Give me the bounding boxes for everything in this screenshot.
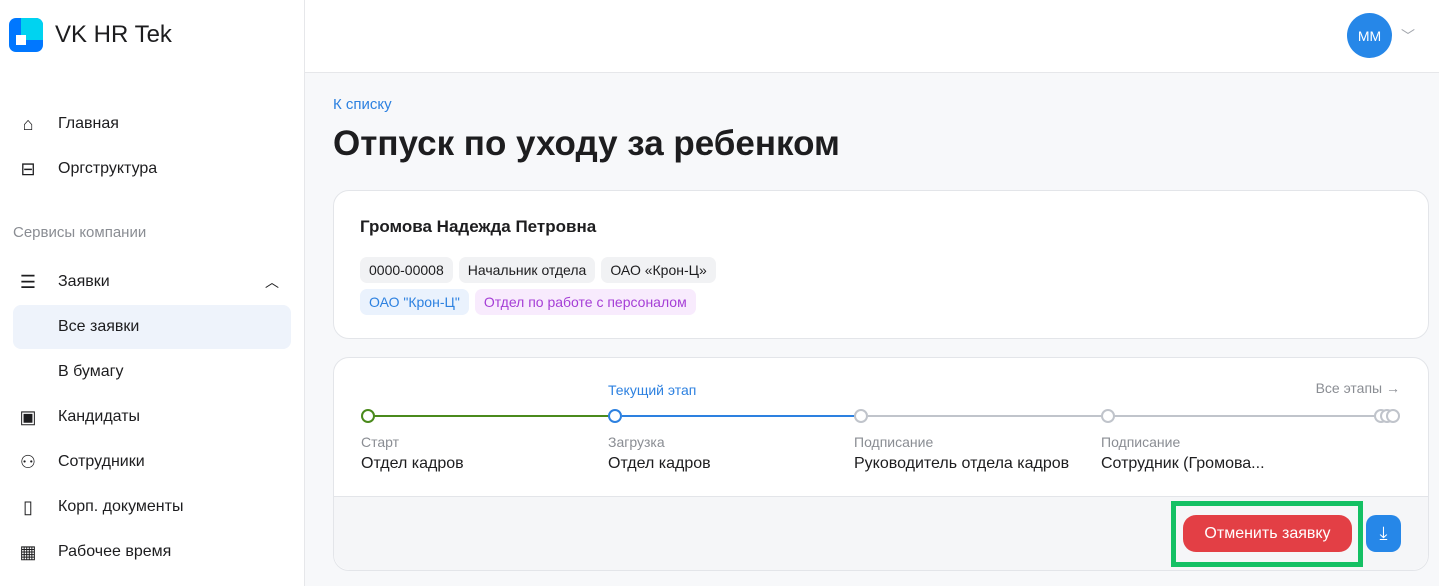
current-stage-label: Текущий этап bbox=[608, 382, 697, 398]
sidebar-item-documents[interactable]: ▯ Корп. документы bbox=[13, 485, 291, 529]
progress-line-done bbox=[374, 415, 614, 417]
app-name: VK HR Tek bbox=[55, 21, 172, 48]
topbar: ММ ﹀ bbox=[305, 0, 1439, 73]
calendar-icon: ▦ bbox=[19, 541, 37, 562]
document-icon: ▯ bbox=[23, 496, 33, 517]
download-button[interactable]: ⤓ bbox=[1366, 515, 1401, 552]
stage-dot-current bbox=[608, 409, 622, 423]
highlight-box bbox=[1171, 501, 1363, 567]
stages-card: Текущий этап Все этапы → Старт Отдел кадр… bbox=[333, 357, 1429, 571]
label: Главная bbox=[58, 115, 119, 132]
sidebar-item-employees[interactable]: ⚇ Сотрудники bbox=[13, 440, 291, 484]
stage-kind: Загрузка bbox=[608, 434, 665, 450]
stage-dot-done bbox=[361, 409, 375, 423]
cancel-request-button[interactable]: Отменить заявку bbox=[1183, 515, 1352, 552]
avatar[interactable]: ММ bbox=[1347, 13, 1392, 58]
stage-dot bbox=[1101, 409, 1115, 423]
sidebar-item-home[interactable]: ⌂ Главная bbox=[13, 102, 291, 146]
label: Оргструктура bbox=[58, 160, 158, 177]
label: В бумагу bbox=[58, 363, 124, 380]
label: Рабочее время bbox=[58, 543, 172, 560]
stage-assignee: Сотрудник (Громова... bbox=[1101, 455, 1265, 472]
briefcase-icon: ⊟ bbox=[20, 158, 36, 179]
stage-kind: Подписание bbox=[1101, 434, 1181, 450]
chevron-down-icon[interactable]: ﹀ bbox=[1401, 28, 1415, 44]
page-title: Отпуск по уходу за ребенком bbox=[333, 124, 840, 163]
label: Все заявки bbox=[58, 318, 140, 335]
home-icon: ⌂ bbox=[22, 113, 34, 134]
logo-icon bbox=[9, 18, 43, 52]
label: Корп. документы bbox=[58, 498, 184, 515]
stage-kind: Старт bbox=[361, 434, 400, 450]
employee-name: Громова Надежда Петровна bbox=[360, 217, 597, 236]
tag-department[interactable]: Отдел по работе с персоналом bbox=[474, 289, 696, 315]
stage-assignee: Отдел кадров bbox=[608, 455, 711, 472]
stage-dot bbox=[854, 409, 868, 423]
progress-line-current bbox=[622, 415, 862, 417]
label: Сотрудники bbox=[58, 453, 145, 470]
label: Заявки bbox=[58, 273, 110, 290]
label: Кандидаты bbox=[58, 408, 141, 425]
sidebar: VK HR Tek ⌂ Главная ⊟ Оргструктура Сервисы… bbox=[0, 0, 305, 586]
tag-org[interactable]: ОАО "Крон-Ц" bbox=[360, 289, 469, 315]
stage-assignee: Руководитель отдела кадров bbox=[854, 455, 1070, 472]
section-title: Сервисы компании bbox=[13, 224, 147, 241]
tag-position: Начальник отдела bbox=[458, 257, 596, 283]
stage: Подписание Сотрудник (Громова... bbox=[1101, 434, 1265, 473]
sidebar-item-requests[interactable]: ☰ Заявки ︿ bbox=[13, 260, 291, 304]
tag-id: 0000-00008 bbox=[360, 257, 453, 283]
progress-line-pending bbox=[868, 415, 1376, 417]
chevron-up-icon[interactable]: ︿ bbox=[265, 274, 279, 290]
sidebar-item-all-requests[interactable]: Все заявки bbox=[13, 305, 291, 349]
back-link[interactable]: К списку bbox=[333, 96, 392, 113]
sidebar-item-candidates[interactable]: ▣ Кандидаты bbox=[13, 395, 291, 439]
stage: Старт Отдел кадров bbox=[361, 434, 464, 473]
logo[interactable]: VK HR Tek bbox=[9, 18, 172, 52]
tag-company: ОАО «Крон-Ц» bbox=[601, 257, 716, 283]
stage: Загрузка Отдел кадров bbox=[608, 434, 711, 473]
employee-card: Громова Надежда Петровна 0000-00008 Нача… bbox=[333, 190, 1429, 339]
all-stages-link[interactable]: Все этапы → bbox=[1315, 380, 1400, 396]
sidebar-item-to-paper[interactable]: В бумагу bbox=[13, 350, 291, 394]
list-icon: ☰ bbox=[19, 271, 37, 292]
contact-icon: ▣ bbox=[19, 406, 37, 427]
stage-assignee: Отдел кадров bbox=[361, 455, 464, 472]
users-icon: ⚇ bbox=[19, 451, 37, 472]
download-icon: ⤓ bbox=[1379, 523, 1388, 543]
stage: Подписание Руководитель отдела кадров bbox=[854, 434, 1069, 473]
sidebar-item-worktime[interactable]: ▦ Рабочее время bbox=[13, 530, 291, 574]
stage-dot-more bbox=[1386, 409, 1400, 423]
sidebar-item-orgstructure[interactable]: ⊟ Оргструктура bbox=[13, 147, 291, 191]
stage-kind: Подписание bbox=[854, 434, 934, 450]
